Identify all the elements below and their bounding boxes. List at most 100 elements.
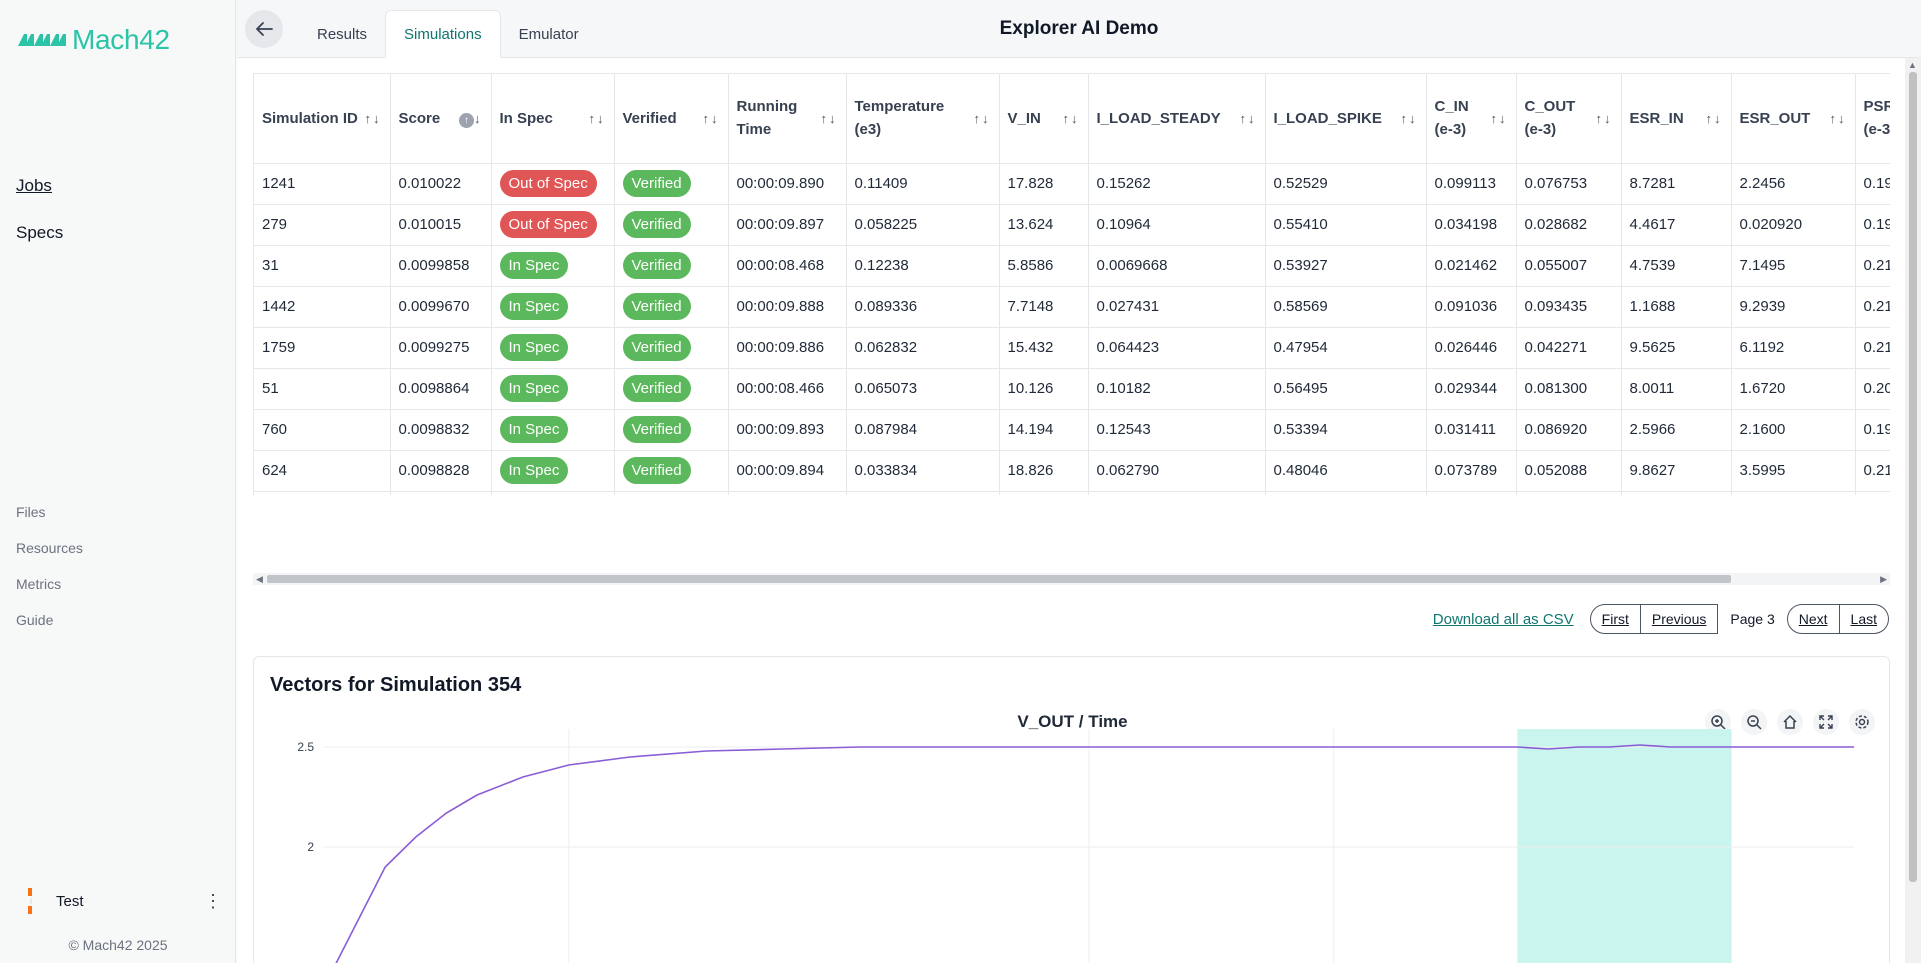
next-page-button[interactable]: Next: [1786, 604, 1840, 634]
table-cell: 00:00:08.466: [728, 368, 847, 410]
sort-icon[interactable]: ↑↓: [1490, 110, 1508, 126]
last-page-button[interactable]: Last: [1839, 604, 1889, 634]
table-cell: 0.0098832: [390, 409, 492, 451]
table-cell: In Spec: [491, 450, 615, 492]
verified-badge: Verified: [622, 416, 691, 443]
table-cell: 00:00:09.897: [728, 204, 847, 246]
sort-icon[interactable]: ↑↓: [1239, 110, 1257, 126]
column-header[interactable]: Simulation ID ↑↓: [254, 74, 391, 164]
column-header-label: C_OUT (e-3): [1524, 98, 1576, 139]
table-cell: 10.126: [999, 368, 1089, 410]
vertical-scrollbar-thumb[interactable]: [1909, 72, 1917, 882]
sort-icon[interactable]: ↑↓: [1595, 110, 1613, 126]
column-header[interactable]: PSR (e-3): [1855, 74, 1891, 164]
simulations-table-container[interactable]: Simulation ID ↑↓ Score ↑ ↓ In Spec ↑↓ Verified ↑…: [253, 73, 1890, 495]
horizontal-scrollbar[interactable]: ◀ ▶: [253, 573, 1890, 585]
nav-item-specs[interactable]: Specs: [16, 223, 64, 242]
v-out-chart[interactable]: 2.52: [254, 727, 1891, 963]
column-header[interactable]: Temperature (e3) ↑↓: [846, 74, 1000, 164]
table-cell: 4.4617: [1621, 204, 1732, 246]
table-cell: 0.21: [1855, 491, 1890, 495]
column-header[interactable]: I_LOAD_STEADY ↑↓: [1088, 74, 1266, 164]
tab-results[interactable]: Results: [317, 25, 368, 43]
sort-icon[interactable]: ↑↓: [973, 110, 991, 126]
table-row[interactable]: 1241 0.010022 Out of Spec Verified 00:00:09.…: [254, 163, 1890, 205]
table-cell: 0.10964: [1088, 204, 1266, 246]
back-button[interactable]: [245, 10, 283, 48]
sort-icon[interactable]: ↑↓: [702, 110, 720, 126]
scroll-left-icon[interactable]: ◀: [256, 574, 263, 584]
sort-icon[interactable]: ↑↓: [1062, 110, 1080, 126]
chart-settings-button[interactable]: [1849, 709, 1875, 735]
table-cell: 9.8627: [1621, 450, 1732, 492]
column-header-label: Simulation ID: [262, 109, 358, 127]
column-header[interactable]: Score ↑ ↓: [390, 74, 492, 164]
table-row[interactable]: 1442 0.0099670 In Spec Verified 00:00:09.888…: [254, 286, 1890, 328]
column-header-label: Verified: [622, 109, 677, 127]
logo[interactable]: Mach42: [16, 24, 170, 56]
user-menu[interactable]: Test ⋮: [16, 886, 222, 916]
table-cell: 0.21: [1855, 245, 1890, 287]
column-header-label: ESR_IN: [1629, 109, 1684, 127]
tab-emulator[interactable]: Emulator: [518, 25, 579, 43]
sort-icon[interactable]: ↑↓: [1829, 110, 1847, 126]
secondary-nav: Files Resources Metrics Guide: [16, 504, 83, 648]
nav-item-files[interactable]: Files: [16, 504, 46, 520]
table-row[interactable]: 760 0.0098832 In Spec Verified 00:00:09.893 0…: [254, 409, 1890, 451]
column-header[interactable]: V_IN ↑↓: [999, 74, 1089, 164]
column-header[interactable]: ESR_IN ↑↓: [1621, 74, 1732, 164]
sort-icon[interactable]: ↑↓: [1705, 110, 1723, 126]
download-csv-link[interactable]: Download all as CSV: [1432, 610, 1574, 628]
nav-item-resources[interactable]: Resources: [16, 540, 83, 556]
table-cell: 0.53394: [1265, 409, 1427, 451]
column-header[interactable]: I_LOAD_SPIKE ↑↓: [1265, 74, 1427, 164]
spec-status-badge: In Spec: [499, 375, 569, 402]
table-cell: 0.087984: [846, 409, 1000, 451]
vertical-scrollbar[interactable]: ▲: [1905, 58, 1921, 963]
scroll-right-icon[interactable]: ▶: [1880, 574, 1887, 584]
column-header[interactable]: C_IN (e-3) ↑↓: [1426, 74, 1517, 164]
sort-icon[interactable]: ↑↓: [364, 110, 382, 126]
table-cell: 4.7539: [1621, 245, 1732, 287]
fullscreen-button[interactable]: [1813, 709, 1839, 735]
column-header[interactable]: In Spec ↑↓: [491, 74, 615, 164]
table-cell: 9.5625: [1621, 327, 1732, 369]
column-header[interactable]: Running Time ↑↓: [728, 74, 847, 164]
table-cell: 0.076753: [1516, 163, 1622, 205]
zoom-out-button[interactable]: [1741, 709, 1767, 735]
first-page-button[interactable]: First: [1589, 604, 1641, 634]
sort-icon[interactable]: ↑↓: [588, 110, 606, 126]
sort-icon[interactable]: ↑↓: [1400, 110, 1418, 126]
column-header-label: In Spec: [499, 109, 553, 127]
table-row[interactable]: 624 0.0098828 In Spec Verified 00:00:09.894 0…: [254, 450, 1890, 492]
table-cell: 0.010887: [1088, 491, 1266, 495]
table-cell: 0.055007: [1516, 245, 1622, 287]
table-cell: 0.081300: [1516, 368, 1622, 410]
table-row[interactable]: 17180.0098593In SpecVerified00:00:09.887…: [254, 491, 1890, 495]
nav-item-jobs[interactable]: Jobs: [16, 176, 52, 195]
reset-view-button[interactable]: [1777, 709, 1803, 735]
nav-item-metrics[interactable]: Metrics: [16, 576, 62, 592]
sort-icon[interactable]: ↑↓: [459, 107, 483, 130]
more-options-icon[interactable]: ⋮: [204, 890, 222, 911]
table-cell: In Spec: [491, 409, 615, 451]
table-cell: 0.021462: [1426, 245, 1517, 287]
column-header[interactable]: Verified ↑↓: [614, 74, 729, 164]
previous-page-button[interactable]: Previous: [1640, 604, 1719, 634]
nav-item-guide[interactable]: Guide: [16, 612, 54, 628]
table-row[interactable]: 1759 0.0099275 In Spec Verified 00:00:09.886…: [254, 327, 1890, 369]
column-header[interactable]: ESR_OUT ↑↓: [1731, 74, 1856, 164]
sort-icon[interactable]: ↑↓: [820, 110, 838, 126]
table-cell: 0.026446: [1426, 327, 1517, 369]
tab-simulations[interactable]: Simulations: [385, 10, 501, 58]
column-header[interactable]: C_OUT (e-3) ↑↓: [1516, 74, 1622, 164]
table-cell: 2.2456: [1731, 163, 1856, 205]
table-row[interactable]: 31 0.0099858 In Spec Verified 00:00:08.468 0.…: [254, 245, 1890, 287]
column-header-label: PSR (e-3): [1863, 98, 1891, 139]
scrollbar-thumb[interactable]: [267, 575, 1731, 583]
table-row[interactable]: 279 0.010015 Out of Spec Verified 00:00:09.8…: [254, 204, 1890, 246]
scroll-up-icon[interactable]: ▲: [1908, 60, 1917, 70]
table-row[interactable]: 51 0.0098864 In Spec Verified 00:00:08.466 0.…: [254, 368, 1890, 410]
spec-status-badge: In Spec: [499, 293, 569, 320]
table-cell: 00:00:09.887: [728, 491, 847, 495]
